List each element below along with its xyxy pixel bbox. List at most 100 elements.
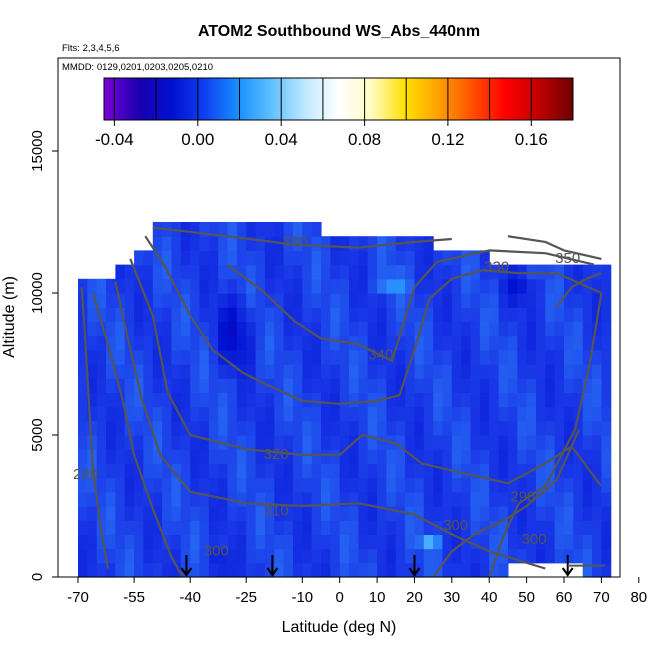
heatmap-cell	[423, 506, 434, 521]
heatmap-cell	[106, 506, 116, 521]
heatmap-cell	[377, 534, 387, 550]
heatmap-cell	[180, 307, 191, 322]
colorbar-segment	[474, 78, 477, 120]
heatmap-cell	[517, 406, 528, 422]
colorbar-segment	[286, 78, 289, 120]
heatmap-cell	[395, 349, 406, 365]
heatmap-cell	[489, 548, 500, 564]
colorbar-segment	[569, 78, 572, 120]
heatmap-cell	[283, 506, 294, 521]
heatmap-cell	[395, 449, 406, 464]
heatmap-cell	[414, 420, 425, 436]
heatmap-cell	[87, 562, 98, 578]
heatmap-cell	[358, 378, 369, 393]
heatmap-cell	[442, 364, 453, 379]
heatmap-cell	[124, 378, 135, 393]
colorbar-segment	[537, 78, 540, 120]
heatmap-cell	[246, 477, 257, 493]
heatmap-cell	[246, 321, 257, 337]
colorbar-segment	[395, 78, 398, 120]
colorbar-segment	[284, 78, 288, 120]
heatmap-cell	[264, 435, 275, 450]
heatmap-cell	[208, 378, 219, 393]
heatmap-cell	[115, 506, 126, 521]
colorbar-segment	[432, 78, 435, 120]
heatmap-cell	[171, 548, 182, 564]
heatmap-cell	[134, 250, 144, 266]
colorbar-segment	[325, 78, 328, 120]
heatmap-cell	[302, 435, 313, 450]
heatmap-cell	[601, 534, 612, 550]
heatmap-cell	[386, 491, 397, 507]
heatmap-cell	[283, 562, 294, 578]
colorbar-segment	[243, 78, 246, 120]
heatmap-cell	[208, 264, 219, 280]
heatmap-cell	[321, 435, 331, 450]
contour-line	[152, 226, 452, 249]
heatmap-cell	[143, 406, 154, 422]
heatmap-cell	[255, 548, 266, 564]
heatmap-cell	[255, 562, 266, 578]
heatmap-cell	[592, 534, 602, 550]
heatmap-cell	[395, 435, 406, 450]
colorbar-segment	[435, 78, 438, 120]
heatmap-cell	[124, 278, 135, 294]
heatmap-cell	[152, 264, 163, 280]
heatmap-cell	[517, 378, 528, 393]
heatmap-cell	[227, 491, 238, 507]
heatmap-cell	[507, 548, 518, 564]
heatmap-cell	[96, 548, 107, 564]
heatmap-cell	[339, 293, 350, 308]
heatmap-cell	[536, 335, 546, 351]
heatmap-cell	[526, 548, 537, 564]
heatmap-cell	[367, 236, 378, 251]
heatmap-cell	[199, 364, 210, 379]
heatmap-cell	[274, 491, 285, 507]
heatmap-cell	[246, 307, 257, 322]
colorbar-segment	[336, 78, 339, 120]
colorbar-segment	[129, 78, 132, 120]
colorbar-segment	[428, 78, 432, 120]
heatmap-cell	[218, 392, 229, 408]
heatmap-cell	[554, 406, 565, 422]
heatmap-cell	[134, 293, 144, 308]
heatmap-cell	[134, 406, 144, 422]
heatmap-cell	[461, 548, 472, 564]
heatmap-cell	[274, 378, 285, 393]
heatmap-cell	[171, 449, 182, 464]
heatmap-cell	[386, 321, 397, 337]
heatmap-cell	[592, 506, 602, 521]
colorbar-segment	[387, 78, 390, 120]
heatmap-cell	[564, 449, 574, 464]
heatmap-cell	[592, 364, 602, 379]
heatmap-cell	[162, 463, 172, 479]
heatmap-cell	[489, 378, 500, 393]
heatmap-cell	[349, 520, 359, 535]
heatmap-cell	[582, 420, 593, 436]
heatmap-cell	[470, 392, 481, 408]
heatmap-cell	[507, 449, 518, 464]
heatmap-cell	[293, 477, 303, 493]
heatmap-cell	[377, 307, 387, 322]
heatmap-cell	[592, 420, 602, 436]
heatmap-cell	[246, 349, 257, 365]
contour-label: 290	[510, 488, 535, 505]
heatmap-cell	[405, 392, 415, 408]
heatmap-cell	[143, 392, 154, 408]
heatmap-cell	[311, 491, 322, 507]
colorbar-segment	[289, 78, 293, 120]
plot-frame	[57, 57, 621, 578]
colorbar-segment	[283, 78, 286, 120]
heatmap-cell	[218, 250, 229, 266]
heatmap-cell	[106, 463, 116, 479]
heatmap-cell	[330, 236, 341, 251]
heatmap-cell	[171, 250, 182, 266]
heatmap-cell	[96, 278, 107, 294]
heatmap-cell	[405, 406, 415, 422]
heatmap-cell	[442, 349, 453, 365]
heatmap-cell	[302, 264, 313, 280]
heatmap-cell	[208, 307, 219, 322]
heatmap-cell	[311, 321, 322, 337]
heatmap-cell	[377, 506, 387, 521]
heatmap-cell	[582, 449, 593, 464]
